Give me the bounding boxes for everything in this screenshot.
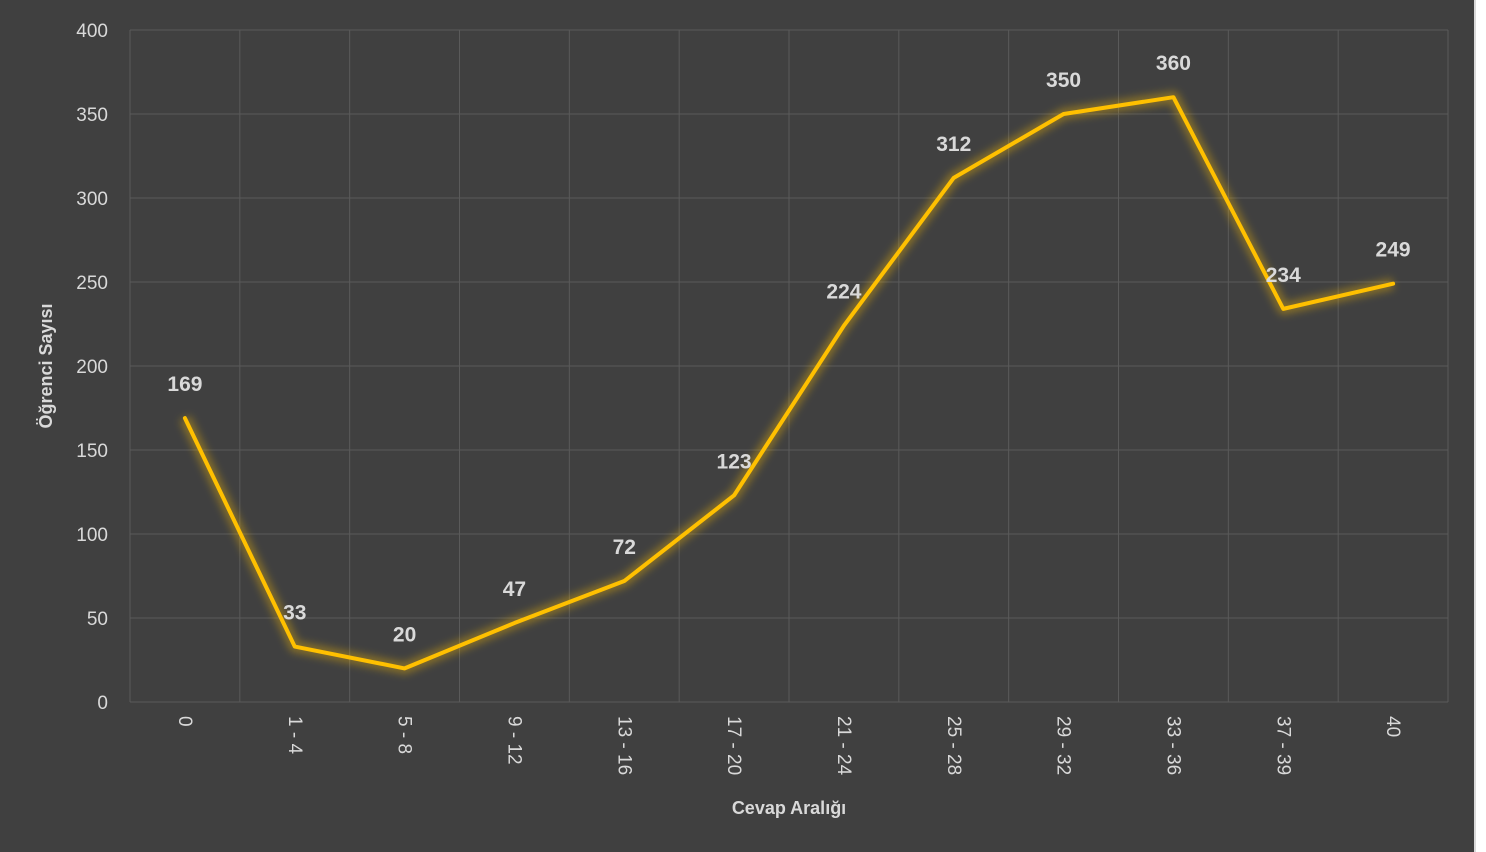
x-tick-label: 25 - 28 xyxy=(943,716,964,775)
y-tick-label: 0 xyxy=(97,693,108,714)
x-axis-title: Cevap Aralığı xyxy=(732,798,846,818)
x-tick-label: 5 - 8 xyxy=(394,716,415,754)
x-tick-label: 29 - 32 xyxy=(1053,716,1074,775)
y-axis-tick-labels: 0 50 100 150 200 250 300 350 400 xyxy=(76,21,108,714)
data-labels: 169 33 20 47 72 123 224 312 350 360 234 249 xyxy=(167,52,1410,646)
x-tick-label: 37 - 39 xyxy=(1272,716,1293,775)
y-tick-label: 50 xyxy=(87,609,108,630)
data-label: 33 xyxy=(283,602,306,625)
data-label: 20 xyxy=(393,623,416,646)
x-tick-label: 40 xyxy=(1382,716,1403,737)
y-tick-label: 100 xyxy=(76,525,108,546)
y-tick-label: 400 xyxy=(76,21,108,42)
data-label: 234 xyxy=(1266,264,1301,287)
y-tick-label: 250 xyxy=(76,273,108,294)
y-tick-label: 200 xyxy=(76,357,108,378)
x-tick-label: 17 - 20 xyxy=(723,716,744,775)
data-label: 350 xyxy=(1046,69,1081,92)
data-label: 224 xyxy=(826,281,861,304)
data-label: 249 xyxy=(1376,239,1411,262)
data-label: 312 xyxy=(936,133,971,156)
x-tick-label: 21 - 24 xyxy=(833,716,854,776)
data-label: 360 xyxy=(1156,52,1191,75)
y-tick-label: 150 xyxy=(76,441,108,462)
x-tick-label: 0 xyxy=(174,716,195,727)
y-tick-label: 350 xyxy=(76,105,108,126)
series-line-group xyxy=(179,91,1396,675)
y-tick-label: 300 xyxy=(76,189,108,210)
x-tick-label: 33 - 36 xyxy=(1162,716,1183,775)
data-label: 47 xyxy=(503,578,526,601)
y-axis-title: Öğrenci Sayısı xyxy=(36,303,56,428)
series-line xyxy=(182,95,1396,671)
x-axis-tick-labels: 0 1 - 4 5 - 8 9 - 12 13 - 16 17 - 20 21 - 24 25… xyxy=(174,716,1403,776)
x-tick-label: 9 - 12 xyxy=(503,716,524,765)
data-label: 169 xyxy=(167,373,202,396)
data-label: 72 xyxy=(613,536,636,559)
x-tick-label: 13 - 16 xyxy=(613,716,634,775)
gridlines xyxy=(129,29,1449,703)
x-tick-label: 1 - 4 xyxy=(284,716,305,754)
data-label: 123 xyxy=(717,450,752,473)
